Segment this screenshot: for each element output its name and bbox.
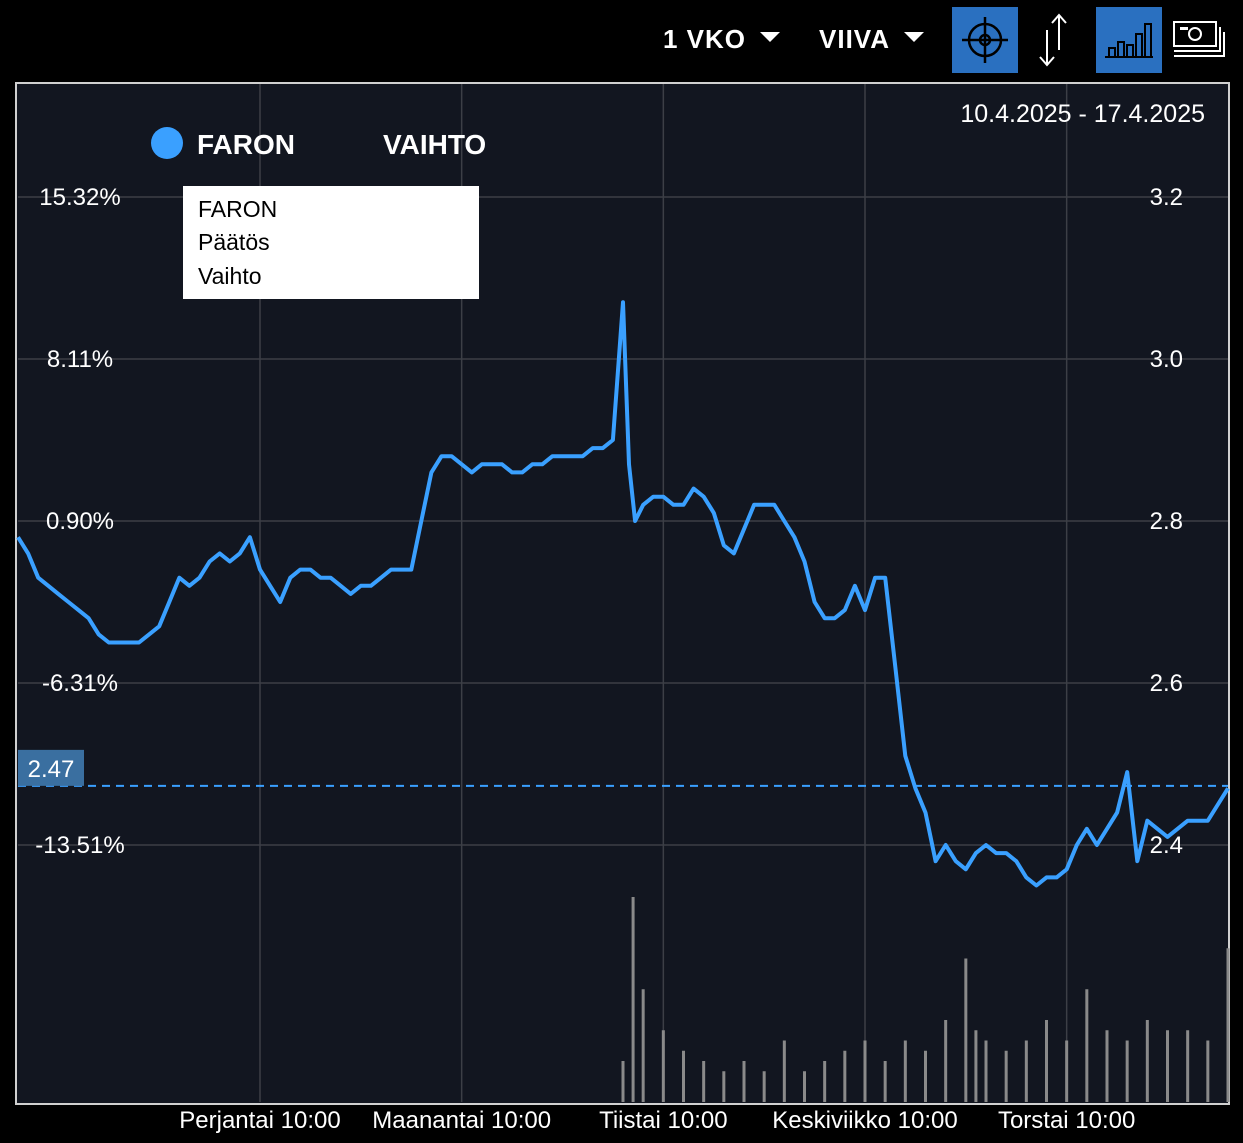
- legend: FARON VAIHTO: [151, 127, 486, 160]
- volume-bar: [621, 1061, 625, 1102]
- x-tick-label: Torstai 10:00: [998, 1107, 1135, 1134]
- volume-bar: [682, 1050, 685, 1102]
- price-series: [16, 300, 1230, 888]
- volume-bar: [1186, 1030, 1190, 1102]
- legend-label-faron: FARON: [197, 129, 295, 160]
- legend-item-vaihto[interactable]: VAIHTO: [383, 129, 486, 160]
- tooltip-background: [183, 186, 479, 299]
- volume-bar: [1166, 1030, 1169, 1102]
- currency-button[interactable]: [1166, 7, 1232, 73]
- volume-bar: [1206, 1040, 1210, 1102]
- y-right-tick-label: 2.6: [1150, 670, 1183, 697]
- volume-bar: [903, 1040, 907, 1102]
- scale-toggle-button[interactable]: [1020, 7, 1086, 73]
- volume-bar: [782, 1040, 786, 1102]
- volume-bar: [1226, 948, 1230, 1102]
- volume-bar: [964, 958, 968, 1102]
- volume-bar: [863, 1040, 867, 1102]
- y-left-tick-label: 15.32%: [39, 184, 120, 211]
- volume-bar: [984, 1040, 988, 1102]
- volume-bar: [762, 1071, 766, 1102]
- volume-bar: [803, 1071, 806, 1102]
- chevron-down-icon: [903, 32, 924, 43]
- axis-labels: 15.32% 3.2 8.11% 3.0 0.90% 2.8 -6.31% 2.6 -13.51…: [35, 184, 1183, 1134]
- current-price-tag: [18, 749, 84, 786]
- volume-bar: [1125, 1040, 1129, 1102]
- current-price-marker: 2.47: [18, 749, 1228, 787]
- volume-bar: [631, 897, 635, 1102]
- tooltip-line-volume: Vaihto: [198, 263, 262, 289]
- volume-bar: [1065, 1040, 1069, 1102]
- volume-bar: [1145, 1020, 1149, 1102]
- tooltip-box: FARON Päätös Vaihto: [183, 186, 479, 299]
- volume-bar: [974, 1030, 978, 1102]
- volume-bar: [702, 1061, 706, 1102]
- volume-bar: [924, 1050, 927, 1102]
- tooltip-line-close: Päätös: [198, 229, 270, 255]
- volume-bar: [1004, 1050, 1008, 1102]
- chart-style-dropdown[interactable]: VIIVA: [819, 24, 924, 55]
- plot-area: [15, 82, 1230, 1105]
- volume-bar: [1085, 989, 1089, 1102]
- y-left-tick-label: -13.51%: [35, 832, 124, 859]
- volume-bar: [661, 1030, 665, 1102]
- y-left-tick-label: 8.11%: [47, 346, 113, 373]
- x-tick-label: Tiistai 10:00: [599, 1107, 728, 1134]
- volume-bar: [1024, 1040, 1028, 1102]
- legend-label-vaihto: VAIHTO: [383, 129, 486, 160]
- volume-toggle-button[interactable]: [1096, 7, 1162, 73]
- volume-bars: [621, 897, 1230, 1102]
- vertical-arrows-icon: [1039, 13, 1067, 67]
- banknotes-icon: [1173, 21, 1225, 57]
- volume-bar: [843, 1050, 847, 1102]
- volume-bar: [944, 1020, 948, 1102]
- chart-style-dropdown-label: VIIVA: [819, 24, 890, 54]
- period-dropdown-label: 1 VKO: [663, 24, 747, 54]
- y-left-tick-label: 0.90%: [46, 508, 114, 535]
- y-right-tick-label: 3.2: [1150, 184, 1183, 211]
- volume-bar: [722, 1071, 726, 1102]
- volume-bar: [883, 1061, 887, 1102]
- legend-circle-icon: [151, 127, 183, 159]
- x-tick-label: Maanantai 10:00: [372, 1107, 551, 1134]
- x-tick-label: Perjantai 10:00: [179, 1107, 340, 1134]
- y-right-tick-label: 3.0: [1150, 346, 1183, 373]
- current-price-label: 2.47: [28, 756, 75, 783]
- y-right-tick-label: 2.8: [1150, 508, 1183, 535]
- chart-toolbar: 1 VKO VIIVA: [0, 0, 1243, 80]
- volume-bars-icon: [1105, 23, 1153, 58]
- volume-bar: [1045, 1020, 1048, 1102]
- y-right-tick-label: 2.4: [1150, 832, 1183, 859]
- tooltip-line-symbol: FARON: [198, 196, 277, 222]
- legend-item-faron[interactable]: FARON: [151, 127, 295, 160]
- crosshair-icon: [962, 17, 1008, 63]
- chevron-down-icon: [760, 32, 781, 43]
- x-tick-label: Keskiviikko 10:00: [772, 1107, 957, 1134]
- volume-bar: [742, 1061, 746, 1102]
- volume-bar: [1105, 1030, 1109, 1102]
- price-line[interactable]: [16, 300, 1230, 888]
- grid: [18, 84, 1228, 1102]
- period-dropdown[interactable]: 1 VKO: [663, 24, 781, 55]
- volume-bar: [641, 989, 645, 1102]
- crosshair-button[interactable]: [952, 7, 1018, 73]
- date-range: 10.4.2025 - 17.4.2025: [960, 100, 1205, 128]
- y-left-tick-label: -6.31%: [42, 670, 118, 697]
- volume-bar: [823, 1061, 827, 1102]
